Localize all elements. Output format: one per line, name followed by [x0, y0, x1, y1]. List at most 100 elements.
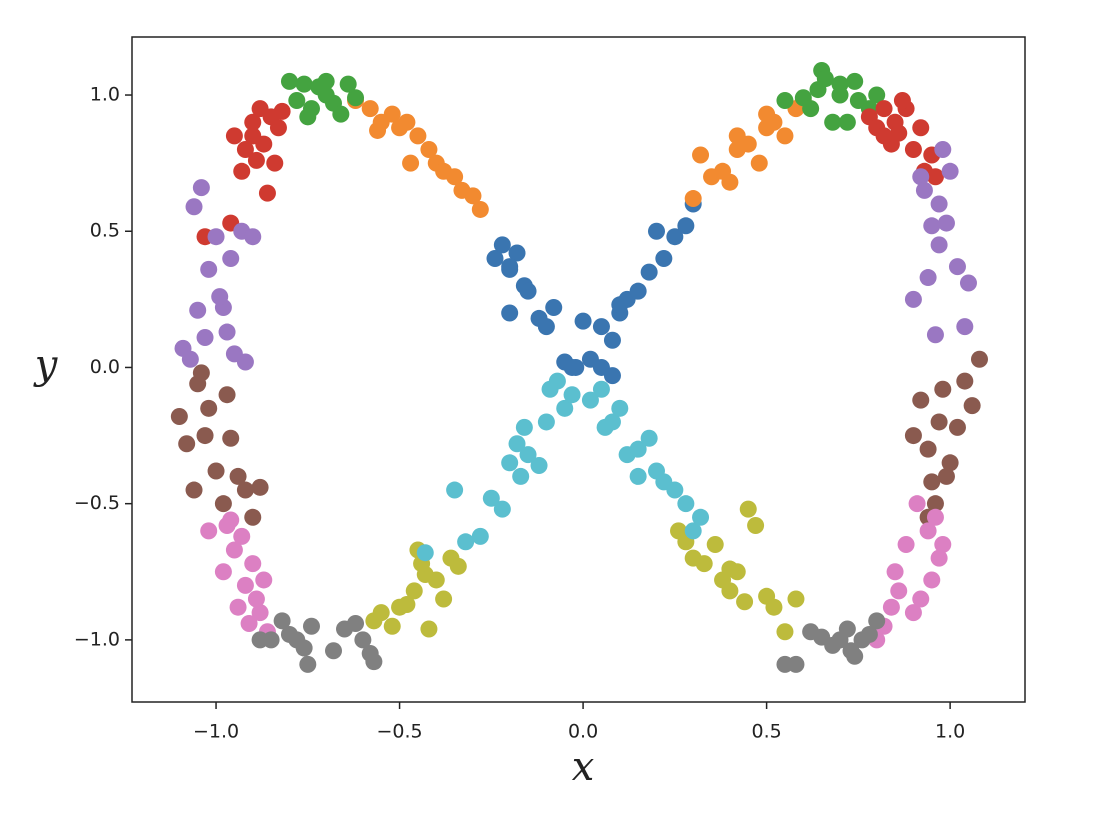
point — [629, 282, 647, 300]
point — [930, 413, 948, 431]
point — [787, 590, 805, 608]
point — [325, 642, 343, 660]
point — [692, 508, 710, 526]
point — [581, 391, 599, 409]
point — [647, 222, 665, 240]
point — [776, 127, 794, 145]
point — [747, 516, 765, 534]
point — [464, 187, 482, 205]
point — [214, 495, 232, 513]
point — [846, 72, 864, 90]
point — [207, 462, 225, 480]
point — [948, 418, 966, 436]
point — [838, 620, 856, 638]
point — [189, 301, 207, 319]
point — [890, 582, 908, 600]
point — [501, 454, 519, 472]
point — [934, 141, 952, 159]
x-tick-label: −1.0 — [193, 721, 239, 743]
point — [493, 236, 511, 254]
point — [200, 399, 218, 417]
point — [236, 576, 254, 594]
point — [563, 386, 581, 404]
point — [240, 615, 258, 633]
point — [629, 440, 647, 458]
point — [956, 372, 974, 390]
point — [266, 154, 284, 172]
y-tick-label: −1.0 — [74, 628, 120, 650]
point — [923, 217, 941, 235]
point — [347, 615, 365, 633]
point — [486, 249, 504, 267]
point — [273, 102, 291, 120]
point — [244, 127, 262, 145]
x-tick-label: 0.5 — [751, 721, 781, 743]
point — [225, 127, 243, 145]
point — [721, 560, 739, 578]
point — [420, 141, 438, 159]
plot-frame — [131, 36, 1026, 703]
point — [937, 214, 955, 232]
point — [824, 113, 842, 131]
x-tick-label: 0.0 — [568, 721, 598, 743]
point — [519, 446, 537, 464]
point — [178, 435, 196, 453]
point — [640, 429, 658, 447]
point — [868, 86, 886, 104]
point — [592, 380, 610, 398]
point — [354, 631, 372, 649]
point — [611, 399, 629, 417]
point — [416, 544, 434, 562]
point — [446, 481, 464, 499]
point — [493, 500, 511, 518]
point — [347, 89, 365, 107]
point — [758, 105, 776, 123]
point — [222, 511, 240, 529]
point — [317, 72, 335, 90]
point — [603, 367, 621, 385]
point — [695, 555, 713, 573]
point — [200, 260, 218, 278]
point — [192, 179, 210, 197]
point — [295, 75, 313, 93]
y-tick-label: 0.0 — [90, 356, 120, 378]
point — [482, 489, 500, 507]
point — [409, 127, 427, 145]
point — [170, 407, 188, 425]
point — [904, 290, 922, 308]
point — [937, 467, 955, 485]
point — [912, 590, 930, 608]
point — [908, 495, 926, 513]
point — [398, 113, 416, 131]
point — [302, 617, 320, 635]
point — [882, 598, 900, 616]
point — [919, 269, 937, 287]
point — [941, 454, 959, 472]
point — [655, 249, 673, 267]
point — [218, 323, 236, 341]
point — [339, 75, 357, 93]
point — [926, 326, 944, 344]
point — [963, 397, 981, 415]
point — [926, 508, 944, 526]
point — [706, 536, 724, 554]
point — [519, 282, 537, 300]
point — [398, 595, 416, 613]
point — [295, 639, 313, 657]
point — [361, 100, 379, 118]
point — [816, 70, 834, 88]
point — [427, 571, 445, 589]
point — [244, 228, 262, 246]
point — [923, 473, 941, 491]
point — [244, 113, 262, 131]
point — [501, 304, 519, 322]
point — [449, 557, 467, 575]
point — [677, 495, 695, 513]
point — [941, 162, 959, 180]
point — [200, 522, 218, 540]
point — [592, 318, 610, 336]
point — [915, 181, 933, 199]
point — [611, 296, 629, 314]
point — [247, 590, 265, 608]
y-tick-label: 0.5 — [90, 220, 120, 242]
